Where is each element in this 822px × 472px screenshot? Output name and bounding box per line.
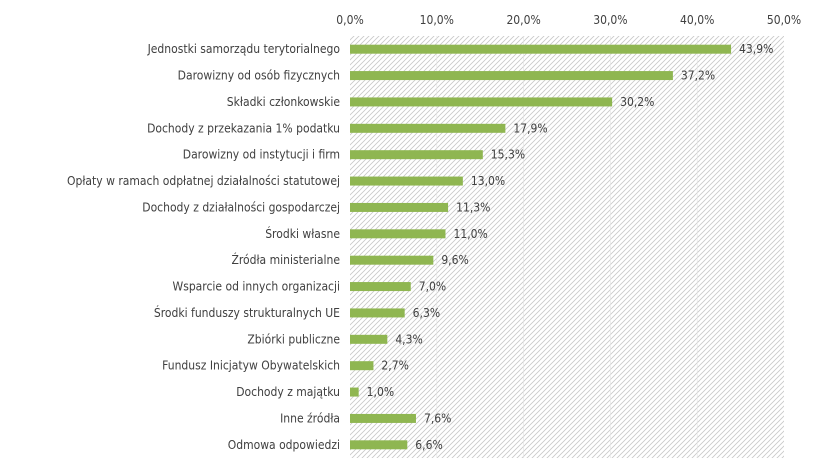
category-label: Zbiórki publiczne xyxy=(247,332,340,346)
data-label: 1,0% xyxy=(367,385,394,399)
category-label: Inne źródła xyxy=(280,411,340,425)
category-label: Źródła ministerialne xyxy=(231,252,340,267)
bar xyxy=(350,440,408,450)
x-tick-label: 20,0% xyxy=(506,13,540,27)
bar xyxy=(350,334,388,344)
bar xyxy=(350,44,732,54)
data-label: 6,3% xyxy=(413,306,440,320)
x-tick-label: 0,0% xyxy=(336,13,363,27)
x-tick-label: 50,0% xyxy=(767,13,801,27)
category-label: Dochody z przekazania 1% podatku xyxy=(147,121,340,135)
bar xyxy=(350,71,673,81)
bar xyxy=(350,150,483,160)
data-label: 4,3% xyxy=(395,332,422,346)
category-label: Jednostki samorządu terytorialnego xyxy=(147,42,341,56)
bar xyxy=(350,387,359,397)
bar xyxy=(350,176,463,186)
data-label: 43,9% xyxy=(739,42,773,56)
category-label: Darowizny od instytucji i firm xyxy=(183,148,340,162)
category-label: Wsparcie od innych organizacji xyxy=(173,280,340,294)
category-label: Odmowa odpowiedzi xyxy=(228,438,340,452)
bar xyxy=(350,255,434,265)
bar xyxy=(350,361,374,371)
data-label: 9,6% xyxy=(441,253,468,267)
category-label: Darowizny od osób fizycznych xyxy=(178,69,340,83)
category-label: Środki funduszy strukturalnych UE xyxy=(154,305,340,320)
data-labels: 43,9% 37,2% 30,2% 17,9% 15,3% 13,0% 11,3% 11,0%… xyxy=(367,42,774,452)
bar xyxy=(350,229,446,239)
data-label: 13,0% xyxy=(471,174,505,188)
bar xyxy=(350,282,411,292)
bars xyxy=(350,44,732,450)
data-label: 7,0% xyxy=(419,280,446,294)
x-tick-label: 10,0% xyxy=(420,13,454,27)
bar xyxy=(350,123,506,133)
category-label: Środki własne xyxy=(265,226,340,241)
data-label: 2,7% xyxy=(381,359,408,373)
bar xyxy=(350,308,405,318)
data-label: 30,2% xyxy=(620,95,654,109)
category-label: Opłaty w ramach odpłatnej działalności s… xyxy=(67,174,340,188)
bar xyxy=(350,97,613,107)
bar xyxy=(350,413,416,423)
category-label: Dochody z działalności gospodarczej xyxy=(142,200,340,214)
x-axis: 0,0% 10,0% 20,0% 30,0% 40,0% 50,0% xyxy=(336,13,801,27)
x-tick-label: 40,0% xyxy=(680,13,714,27)
data-label: 15,3% xyxy=(491,148,525,162)
x-tick-label: 30,0% xyxy=(593,13,627,27)
data-label: 11,3% xyxy=(456,200,490,214)
category-label: Fundusz Inicjatyw Obywatelskich xyxy=(162,359,340,373)
category-label: Dochody z majątku xyxy=(236,385,340,399)
bar xyxy=(350,202,449,212)
category-label: Składki członkowskie xyxy=(227,95,341,109)
data-label: 37,2% xyxy=(681,69,715,83)
y-axis: Jednostki samorządu terytorialnego Darowi… xyxy=(67,42,340,452)
data-label: 17,9% xyxy=(513,121,547,135)
data-label: 6,6% xyxy=(415,438,442,452)
data-label: 7,6% xyxy=(424,411,451,425)
data-label: 11,0% xyxy=(453,227,487,241)
